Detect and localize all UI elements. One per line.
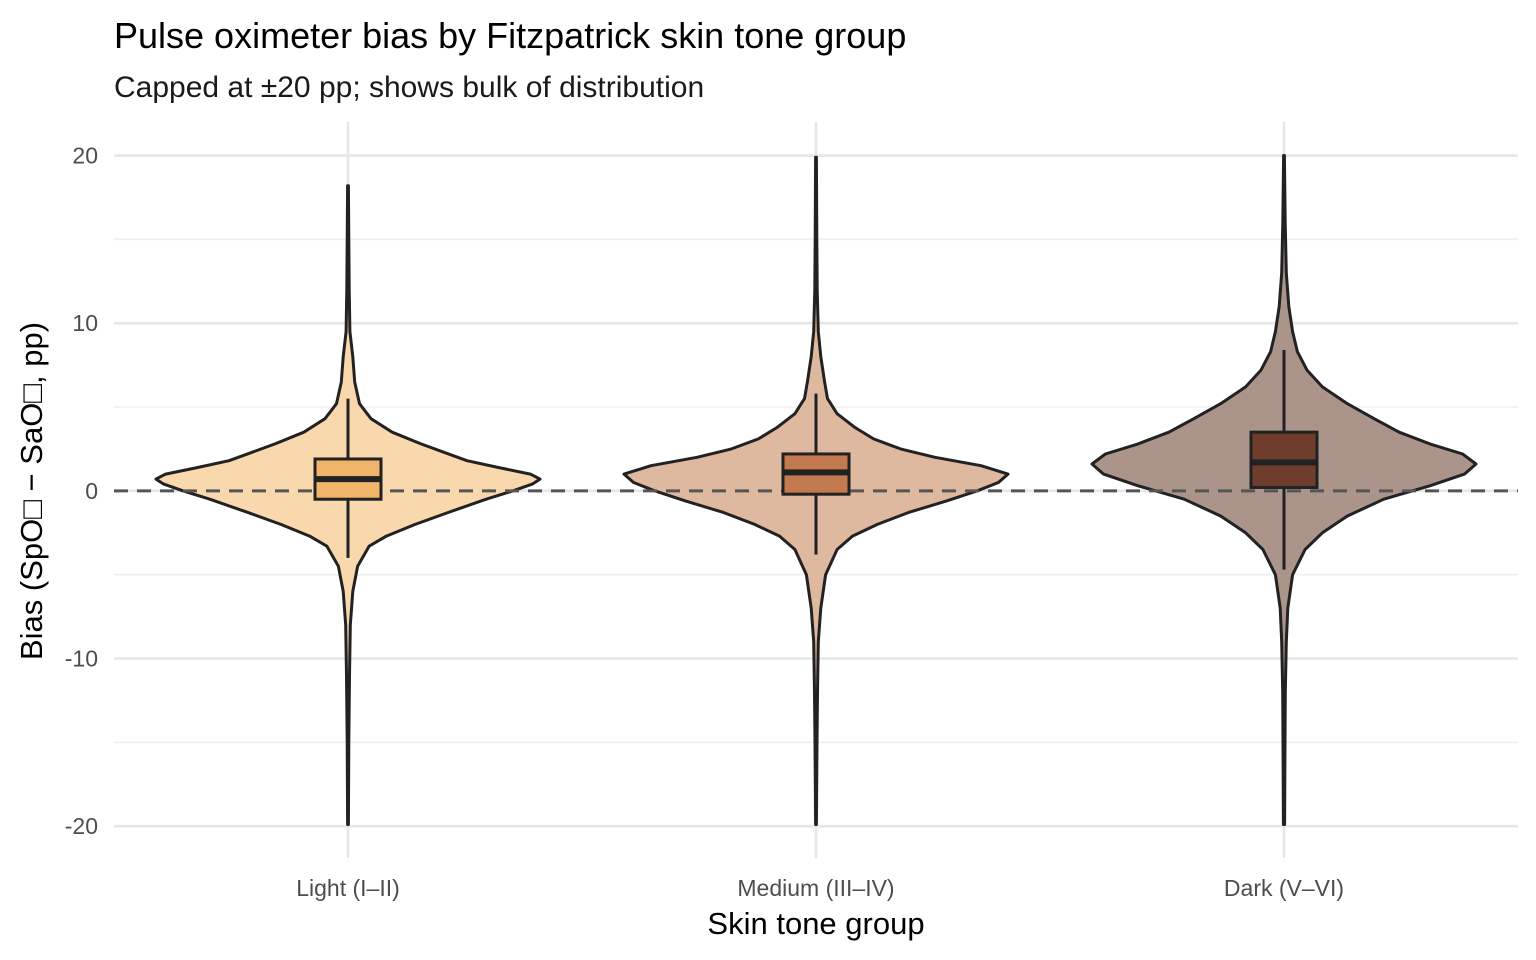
y-tick-label: -10 xyxy=(65,645,98,671)
chart-subtitle: Capped at ±20 pp; shows bulk of distribu… xyxy=(114,71,704,104)
chart-title: Pulse oximeter bias by Fitzpatrick skin … xyxy=(114,15,906,56)
y-tick-label: 20 xyxy=(72,143,98,169)
y-tick-label: 0 xyxy=(85,478,98,504)
box-plots xyxy=(313,350,1319,570)
x-tick-label: Medium (III–IV) xyxy=(737,875,894,901)
y-tick-label: -20 xyxy=(65,813,98,839)
x-tick-label: Dark (V–VI) xyxy=(1224,875,1344,901)
y-tick-label: 10 xyxy=(72,310,98,336)
x-axis-title: Skin tone group xyxy=(707,906,924,941)
y-tick-labels: -20 -10 0 10 20 xyxy=(65,143,98,840)
x-tick-labels: Light (I–II) Medium (III–IV) Dark (V–VI) xyxy=(296,875,1344,901)
x-tick-label: Light (I–II) xyxy=(296,875,400,901)
y-axis-title: Bias (SpO□ − SaO□, pp) xyxy=(14,322,49,660)
